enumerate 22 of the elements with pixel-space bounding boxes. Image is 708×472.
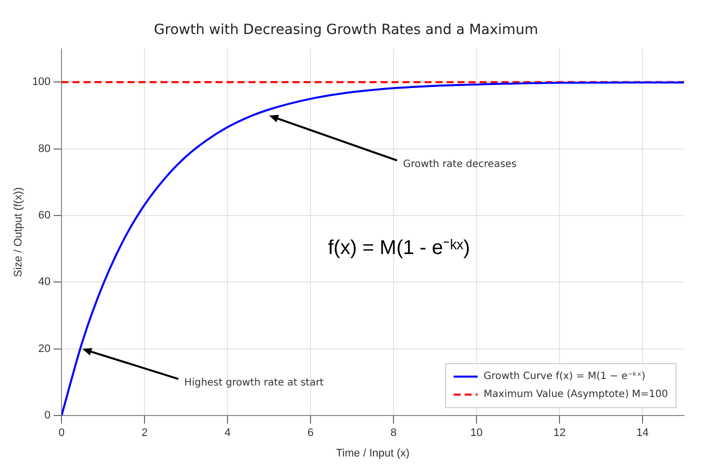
y-tick-label: 40 (38, 276, 51, 288)
y-tick-label: 100 (32, 76, 51, 88)
legend-label: Maximum Value (Asymptote) M=100 (484, 389, 668, 400)
x-tick-label: 0 (58, 427, 65, 440)
x-tick-label: 10 (470, 427, 483, 440)
x-tick-label: 14 (636, 427, 649, 440)
chart-title: Growth with Decreasing Growth Rates and a Maximum (154, 22, 538, 38)
x-tick-label: 2 (141, 427, 148, 440)
y-tick-label: 0 (44, 410, 51, 422)
y-axis-title: Size / Output (f(x)) (12, 187, 25, 278)
legend-label: Growth Curve f(x) = M(1 − e⁻ᵏˣ) (484, 371, 646, 382)
x-tick-label: 8 (390, 427, 397, 440)
y-tick-label: 80 (38, 142, 51, 155)
x-tick-label: 12 (553, 427, 566, 440)
annotation: Growth rate decreases (403, 159, 517, 170)
x-tick-label: 4 (224, 427, 231, 440)
x-axis-title: Time / Input (x) (336, 447, 410, 460)
y-tick-label: 20 (38, 342, 51, 355)
annotation: f(x) = M(1 - e⁻ᵏˣ) (328, 236, 470, 260)
x-tick-label: 6 (307, 427, 314, 440)
y-tick-label: 60 (38, 210, 51, 222)
annotation: Highest growth rate at start (184, 378, 324, 389)
